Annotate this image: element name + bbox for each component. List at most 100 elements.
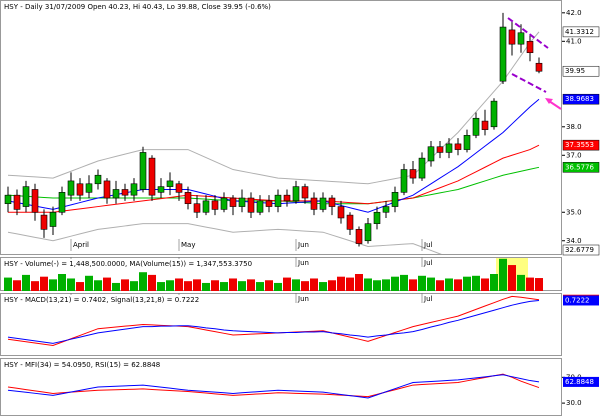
volume-bar	[526, 277, 534, 291]
candle-body	[499, 26, 507, 82]
value-box	[562, 162, 600, 173]
y-tick-label: 30.0	[566, 399, 582, 407]
arrow	[548, 100, 562, 110]
value-box-label: 39.95	[565, 67, 585, 75]
volume-bar	[157, 282, 165, 291]
indicator-line	[7, 374, 540, 399]
candle-body	[508, 29, 516, 45]
value-box-label: 36.5776	[565, 163, 594, 171]
panel-title-box	[2, 295, 272, 304]
indicator-line	[7, 299, 540, 344]
candle-body	[472, 117, 480, 136]
volume-bar	[94, 280, 102, 291]
volume-bar	[346, 277, 354, 291]
panel-title: HSY - Daily 31/07/2009 Open 40.23, Hi 40…	[4, 3, 271, 11]
candle-body	[409, 169, 417, 179]
x-tick-label: April	[73, 241, 89, 249]
candle-body	[130, 183, 138, 196]
candle-body	[67, 180, 75, 196]
volume-bar	[283, 277, 291, 291]
volume-bar	[319, 282, 327, 291]
volume-bar	[103, 277, 111, 291]
candle-body	[31, 189, 39, 213]
x-tick-label: Jun	[297, 241, 309, 249]
volume-bar	[310, 278, 318, 291]
value-box	[562, 139, 600, 151]
trend-line	[511, 73, 547, 93]
candle-body	[346, 214, 354, 230]
volume-bar	[4, 277, 12, 291]
y-tick-label: 37.0	[566, 151, 582, 159]
volume-bar	[355, 274, 363, 291]
volume-bar	[31, 281, 39, 291]
candle-body	[193, 203, 201, 213]
volume-bar	[256, 282, 264, 291]
x-tick-label: Jul	[423, 241, 433, 249]
volume-bar	[139, 272, 147, 291]
value-box	[562, 93, 600, 105]
volume-bar	[247, 279, 255, 291]
volume-bar	[427, 277, 435, 291]
indicator-line	[8, 144, 540, 213]
panel-title: HSY - Volume(-) = 1,448,500.0000, MA(Vol…	[4, 260, 252, 268]
volume-bar	[517, 274, 525, 291]
panel-title: HSY - MFI(34) = 54.0950, RSI(15) = 62.88…	[4, 361, 160, 369]
candle-body	[328, 197, 336, 207]
volume-bar	[22, 274, 30, 291]
value-box-label: 0.7222	[565, 296, 590, 304]
volume-bar	[364, 278, 372, 291]
candle-body	[436, 146, 444, 153]
indicator-line	[7, 31, 540, 185]
y-tick-label: 38.0	[566, 123, 582, 131]
candle-body	[76, 183, 84, 196]
indicator-line	[7, 373, 540, 398]
value-box	[563, 295, 599, 306]
candle-body	[49, 211, 57, 227]
candle-body	[301, 186, 309, 199]
volume-bar	[58, 274, 66, 291]
candle-body	[283, 194, 291, 202]
volume-bar	[121, 279, 129, 291]
candle-body	[481, 120, 489, 130]
volume-bar	[292, 279, 300, 291]
volume-bar	[463, 276, 471, 291]
volume-bar	[175, 278, 183, 291]
indicator-line	[7, 223, 445, 255]
y-tick-label: 41.0	[566, 37, 582, 45]
y-tick-label: 34.0	[566, 237, 582, 245]
candle-body	[310, 197, 318, 210]
candle-body	[121, 189, 129, 196]
candle-body	[112, 189, 120, 199]
volume-bar	[148, 274, 156, 291]
candle-body	[220, 197, 228, 210]
value-box	[562, 244, 600, 256]
volume-bar	[184, 281, 192, 291]
volume-bar	[193, 279, 201, 291]
candle-body	[319, 197, 327, 210]
value-box-label: 62.8848	[565, 378, 594, 386]
volume-bar	[400, 274, 408, 291]
candle-body	[445, 143, 453, 153]
candle-body	[490, 100, 498, 128]
panel-title: HSY - MACD(13,21) = 0.7402, Signal(13,21…	[4, 296, 199, 304]
candle-body	[364, 223, 372, 242]
candle-body	[454, 143, 462, 150]
candle-body	[211, 200, 219, 210]
candle-body	[4, 194, 12, 205]
value-box	[563, 376, 599, 387]
volume-bar	[508, 265, 516, 291]
candle-body	[391, 192, 399, 207]
volume-bar	[166, 280, 174, 291]
candle-body	[85, 183, 93, 193]
candle-body	[535, 62, 543, 72]
volume-bar	[337, 276, 345, 291]
volume-bar	[301, 281, 309, 291]
candle-body	[22, 186, 30, 207]
volume-bar	[382, 279, 390, 291]
candle-body	[166, 180, 174, 187]
candle-body	[40, 214, 48, 230]
volume-bar	[40, 276, 48, 291]
volume-bar	[76, 282, 84, 291]
volume-bar	[67, 278, 75, 291]
volume-bar	[445, 278, 453, 291]
